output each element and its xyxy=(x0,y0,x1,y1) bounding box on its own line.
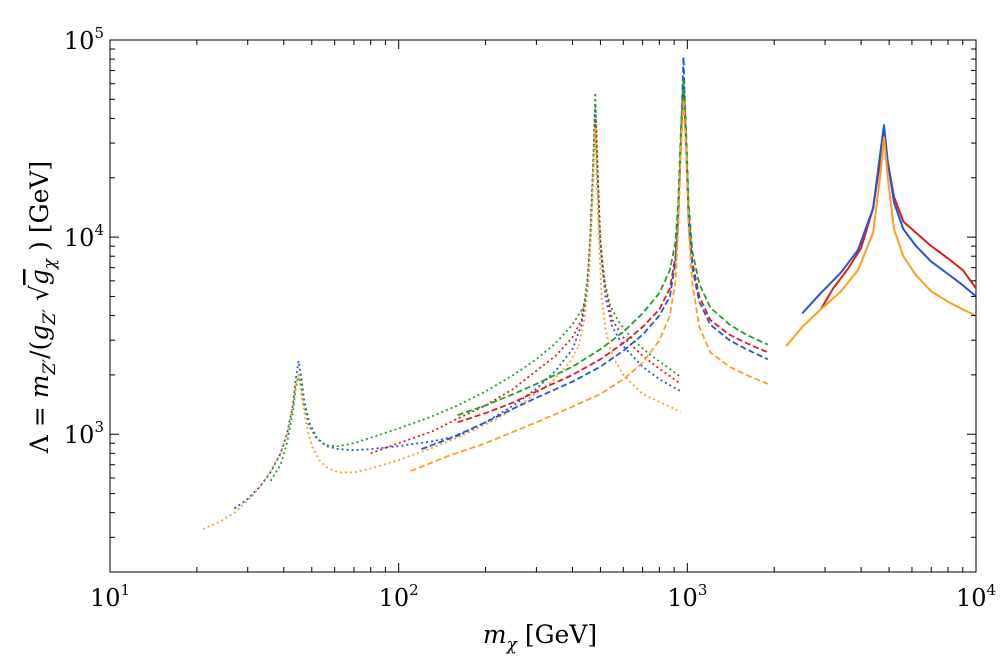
plot-border xyxy=(109,39,977,573)
y-tick-label: 105 xyxy=(64,24,104,55)
x-tick-label: 102 xyxy=(379,581,419,612)
series-layer xyxy=(202,56,977,530)
y-tick-label: 103 xyxy=(64,418,104,449)
series-dashed-green-peak-1000 xyxy=(457,77,769,416)
series-dotted-green-low xyxy=(269,305,586,482)
series-solid-orange xyxy=(785,136,977,347)
series-dotted-green-peak-500 xyxy=(583,91,682,378)
series-dotted-blue-low xyxy=(233,360,458,510)
y-tick-label: 104 xyxy=(64,221,104,252)
tick-layer xyxy=(109,39,976,573)
series-dotted-orange-low xyxy=(202,345,580,530)
plot-frame xyxy=(109,39,977,573)
series-dashed-orange-peak-1000 xyxy=(410,98,769,472)
series-solid-blue xyxy=(801,124,977,315)
x-axis-label: mχ [GeV] xyxy=(483,620,597,655)
y-axis-label: Λ = mZ′/(gZ′ √gχ ) [GeV] xyxy=(25,161,60,454)
series-dotted-red-peak-500 xyxy=(370,117,682,455)
x-tick-label: 104 xyxy=(956,581,996,612)
series-dashed-blue-peak-1000 xyxy=(421,56,769,450)
series-dotted-blue-peak-500 xyxy=(457,105,682,437)
x-tick-label: 103 xyxy=(667,581,707,612)
series-dashed-red-peak-1000 xyxy=(457,85,769,424)
series-solid-red xyxy=(819,131,977,310)
x-tick-label: 101 xyxy=(90,581,130,612)
tick-label-layer: 101 102 103 104 103 104 105 xyxy=(64,24,996,612)
